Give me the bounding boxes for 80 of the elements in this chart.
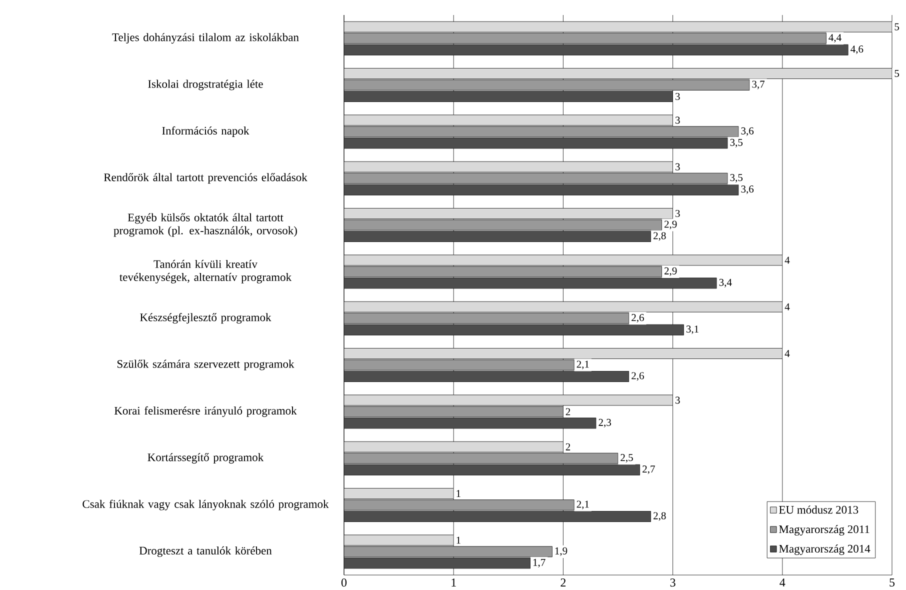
y-tick-label: Teljes dohányzási tilalom az iskolákban [112, 33, 299, 44]
bar [344, 208, 673, 219]
bar [344, 348, 783, 359]
data-label: 3,5 [730, 138, 743, 148]
data-label: 4,4 [828, 34, 842, 43]
data-label: 1,7 [533, 558, 546, 568]
bar [344, 301, 783, 312]
bar [344, 91, 673, 102]
bar [344, 126, 739, 138]
x-tick-label: 1 [452, 578, 456, 586]
data-label: 2,9 [664, 267, 677, 276]
data-label: 2,1 [576, 500, 589, 510]
bar [344, 161, 673, 172]
data-label: 4 [784, 350, 790, 357]
y-tick-label: Készségfejlesztő programok [140, 313, 272, 324]
data-label: 3,7 [752, 80, 765, 90]
y-tick-label: Kortárssegítő programok [148, 453, 264, 464]
bar [344, 254, 783, 266]
legend-label: Magyarország 2011 [779, 525, 870, 536]
data-label: 2,6 [632, 372, 644, 381]
data-label: 1 [456, 536, 460, 544]
bar [344, 394, 673, 406]
bar [344, 21, 892, 32]
data-label: 2,7 [642, 466, 655, 474]
legend-label: Magyarország 2014 [779, 544, 870, 556]
y-tick-label: Rendőrök által tartott prevenciós előadások [104, 173, 308, 184]
data-label: 1 [456, 490, 460, 497]
data-label: 2,1 [576, 360, 589, 370]
x-tick-label: 2 [560, 578, 566, 586]
data-label: 5 [894, 70, 900, 77]
bar [344, 406, 564, 418]
data-label: 2,8 [654, 232, 666, 241]
bar [344, 324, 684, 336]
y-tick-label: Egyéb külsős oktatók által tartott programok (pl. ex-használók, orvosok) [114, 213, 297, 237]
data-label: 4,6 [850, 46, 864, 54]
data-label: 2,3 [598, 418, 611, 428]
bar [344, 418, 596, 429]
bar [344, 371, 630, 382]
data-label: 3 [676, 163, 680, 170]
y-tick-label: Drogteszt a tanulók körében [139, 546, 272, 557]
data-label: 1,9 [555, 547, 568, 556]
bar [344, 534, 454, 546]
bar [344, 488, 454, 499]
data-label: 2,9 [664, 220, 677, 230]
data-label: 3 [676, 92, 680, 100]
bar [344, 511, 652, 522]
bar [344, 278, 717, 289]
x-tick-label: 3 [670, 578, 676, 587]
data-label: 2,8 [654, 512, 666, 521]
y-tick-label: Szülők számára szervezett programok [117, 360, 294, 370]
data-label: 2 [566, 443, 570, 450]
bar [344, 441, 564, 452]
y-tick-label: Információs napok [162, 126, 250, 137]
data-label: 3 [676, 116, 680, 124]
bar [344, 44, 848, 56]
data-label: 2,5 [620, 454, 633, 463]
bar [344, 68, 892, 79]
data-label: 3 [676, 396, 680, 404]
bar [344, 184, 739, 196]
data-label: 5 [894, 23, 900, 30]
bar [344, 464, 640, 476]
data-label: 3,6 [741, 186, 754, 194]
y-tick-label: Korai felismerésre irányuló programok [114, 406, 297, 417]
data-label: 3,4 [719, 278, 732, 288]
x-tick-label: 5 [890, 578, 895, 587]
bar [344, 114, 673, 126]
data-label: 2 [566, 408, 570, 416]
y-tick-label: Tanórán kívüli kreatív tevékenységek, alternatív programok [120, 260, 292, 284]
data-label: 4 [784, 256, 790, 264]
data-label: 4 [784, 303, 790, 310]
data-label: 3,6 [741, 127, 754, 136]
data-label: 3,5 [730, 174, 743, 183]
y-tick-label: Iskolai drogstratégia léte [148, 80, 263, 90]
y-tick-label: Csak fiúknak vagy csak lányoknak szóló programok [82, 500, 329, 510]
legend-label: EU módusz 2013 [779, 506, 858, 514]
x-tick-label: 0 [341, 578, 347, 587]
data-label: 3,1 [686, 326, 698, 334]
data-label: 2,6 [632, 314, 644, 323]
x-tick-label: 4 [780, 578, 786, 586]
data-label: 3 [676, 210, 680, 218]
